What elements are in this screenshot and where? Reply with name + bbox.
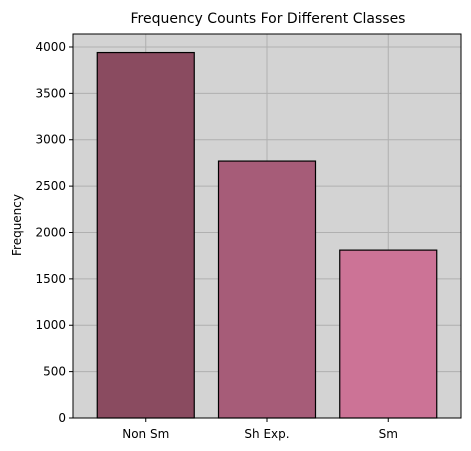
y-tick-label: 3000 [35,133,66,147]
y-tick-label: 4000 [35,40,66,54]
y-tick-label: 1000 [35,318,66,332]
x-tick-label: Sh Exp. [244,427,289,441]
y-tick-label: 500 [43,365,66,379]
y-tick-label: 3500 [35,86,66,100]
y-tick-label: 2500 [35,179,66,193]
y-tick-label: 2000 [35,225,66,239]
x-tick-label: Non Sm [122,427,169,441]
bar-sm [339,249,438,419]
x-tick-label: Sm [379,427,398,441]
y-tick-label: 1500 [35,272,66,286]
y-tick-label: 0 [58,411,66,425]
plot-area: 0 500 1000 1500 2000 2500 3000 3500 4000 Non Sm Sh… [35,33,462,441]
bar-sh-exp [217,160,317,419]
bar-non-sm [96,51,195,419]
y-axis-label: Frequency [10,194,24,256]
chart-title: Frequency Counts For Different Classes [131,11,406,27]
